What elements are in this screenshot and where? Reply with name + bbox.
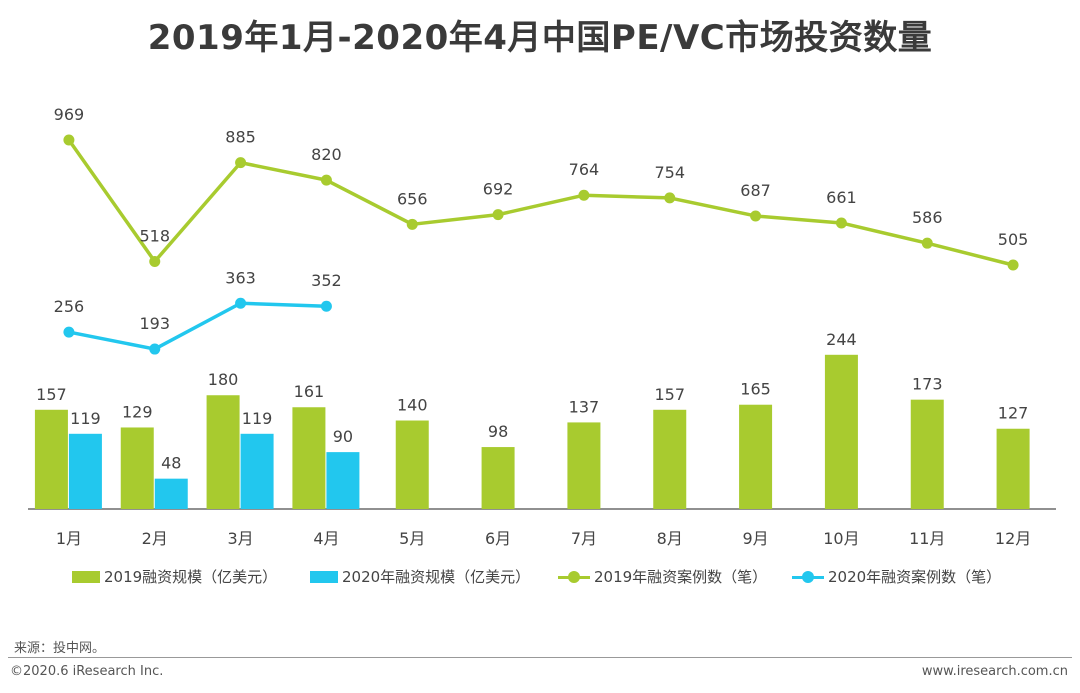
x-tick-label: 9月 — [742, 529, 768, 548]
x-tick-label: 8月 — [657, 529, 683, 548]
data-label-line-2019: 518 — [139, 226, 170, 245]
bar-2020 — [154, 478, 188, 509]
copyright: ©2020.6 iResearch Inc. — [10, 664, 164, 679]
data-label-bar-2020: 90 — [333, 427, 353, 446]
combo-chart: 1571191月129482月1801193月161904月1405月986月1… — [28, 105, 1056, 548]
line-2020 — [68, 301, 327, 351]
point-2020 — [235, 297, 247, 309]
data-label-bar-2019: 244 — [826, 330, 857, 349]
bar-2019 — [34, 409, 68, 509]
legend-item-2019-line: 2019年融资案例数（笔） — [558, 566, 767, 587]
bar-2019 — [910, 399, 944, 509]
point-2019 — [149, 255, 161, 267]
data-label-bar-2020: 119 — [70, 409, 101, 428]
chart-title: 2019年1月-2020年4月中国PE/VC市场投资数量 — [147, 18, 933, 58]
data-label-line-2019: 687 — [740, 181, 771, 200]
point-2019 — [235, 157, 247, 169]
bar-2020 — [326, 452, 360, 509]
x-tick-label: 11月 — [909, 529, 945, 548]
data-label-bar-2019: 129 — [122, 402, 153, 421]
point-2020 — [149, 343, 161, 355]
point-2019 — [320, 174, 332, 186]
legend-item-2020-bar: 2020年融资规模（亿美元） — [310, 566, 530, 587]
point-2019 — [664, 192, 676, 204]
data-label-line-2019: 764 — [569, 160, 600, 179]
bar-2019 — [996, 428, 1030, 509]
data-label-line-2020: 363 — [225, 268, 256, 287]
bar-2019 — [481, 447, 515, 509]
legend-label-2020-line: 2020年融资案例数（笔） — [828, 568, 1002, 586]
x-tick-label: 4月 — [313, 529, 339, 548]
bar-2019 — [292, 407, 326, 509]
footer-divider — [8, 657, 1072, 658]
data-label-bar-2019: 157 — [36, 385, 67, 404]
point-2019 — [63, 134, 75, 146]
x-tick-label: 2月 — [142, 529, 168, 548]
data-label-bar-2019: 98 — [488, 422, 508, 441]
data-label-line-2019: 692 — [483, 180, 514, 199]
legend-item-2020-line: 2020年融资案例数（笔） — [792, 566, 1001, 587]
data-label-bar-2019: 180 — [208, 370, 239, 389]
legend-swatch-2020-line — [792, 570, 824, 583]
point-2019 — [406, 218, 418, 230]
point-2019 — [921, 237, 933, 249]
x-tick-label: 1月 — [56, 529, 82, 548]
point-2019 — [578, 189, 590, 201]
x-tick-label: 3月 — [227, 529, 253, 548]
data-label-bar-2019: 140 — [397, 396, 428, 415]
x-tick-label: 12月 — [995, 529, 1031, 548]
bar-2019 — [395, 420, 429, 509]
bar-2020 — [68, 433, 102, 509]
point-2019 — [1007, 259, 1019, 271]
data-label-bar-2019: 161 — [294, 382, 325, 401]
legend: 2019融资规模（亿美元） 2020年融资规模（亿美元） 2019年融资案例数（… — [0, 566, 1080, 590]
legend-swatch-2019-bar — [72, 570, 100, 583]
legend-item-2019-bar: 2019融资规模（亿美元） — [72, 566, 277, 587]
website: www.iresearch.com.cn — [921, 664, 1068, 679]
data-label-line-2020: 352 — [311, 271, 342, 290]
point-2020 — [63, 326, 75, 338]
legend-label-2019-line: 2019年融资案例数（笔） — [594, 568, 768, 586]
bar-2019 — [824, 354, 858, 509]
data-label-line-2019: 885 — [225, 128, 256, 147]
x-tick-label: 6月 — [485, 529, 511, 548]
data-label-line-2019: 820 — [311, 145, 342, 164]
legend-swatch-2020-bar — [310, 570, 338, 583]
data-label-line-2019: 505 — [998, 230, 1029, 249]
point-2019 — [835, 217, 847, 229]
legend-swatch-2019-line — [558, 570, 590, 583]
x-tick-label: 10月 — [823, 529, 859, 548]
x-tick-label: 5月 — [399, 529, 425, 548]
data-label-bar-2019: 157 — [654, 385, 685, 404]
data-label-bar-2020: 48 — [161, 454, 181, 473]
bar-2019 — [653, 409, 687, 509]
line-2019 — [67, 138, 1014, 267]
data-label-line-2019: 586 — [912, 208, 943, 227]
data-label-line-2019: 754 — [654, 163, 685, 182]
bar-2020 — [240, 433, 274, 509]
source-note: 来源：投中网。 — [14, 641, 106, 656]
bar-2019 — [206, 395, 240, 509]
bar-2019 — [120, 427, 154, 509]
data-label-line-2019: 969 — [54, 105, 85, 124]
legend-label-2020-bar: 2020年融资规模（亿美元） — [342, 568, 531, 586]
point-2019 — [750, 210, 762, 222]
data-label-line-2020: 256 — [54, 297, 85, 316]
point-2019 — [492, 209, 504, 221]
legend-label-2019-bar: 2019融资规模（亿美元） — [104, 568, 278, 586]
data-label-bar-2019: 127 — [998, 404, 1029, 423]
data-label-bar-2020: 119 — [242, 409, 273, 428]
data-label-line-2020: 193 — [139, 314, 170, 333]
data-label-bar-2019: 165 — [740, 380, 771, 399]
data-label-bar-2019: 173 — [912, 375, 943, 394]
x-tick-label: 7月 — [571, 529, 597, 548]
data-label-bar-2019: 137 — [569, 397, 600, 416]
data-label-line-2019: 661 — [826, 188, 857, 207]
point-2020 — [320, 300, 332, 312]
data-label-line-2019: 656 — [397, 189, 428, 208]
bar-2019 — [567, 422, 601, 509]
bar-2019 — [739, 404, 773, 509]
